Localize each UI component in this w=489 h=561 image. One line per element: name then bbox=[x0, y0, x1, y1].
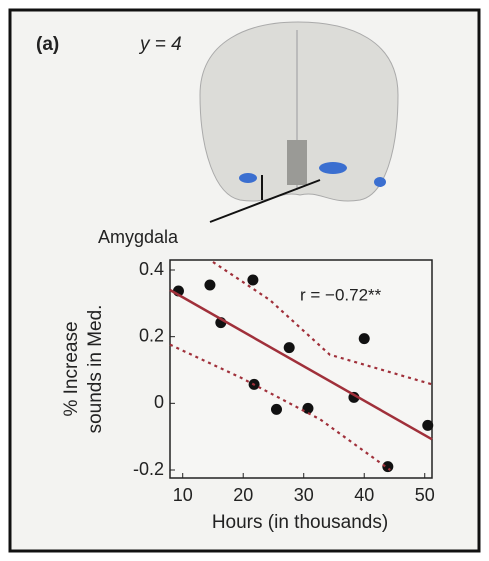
brain-stem bbox=[287, 140, 307, 185]
activation bbox=[239, 173, 257, 183]
y-tick-label: 0.2 bbox=[139, 325, 164, 345]
panel-label: (a) bbox=[36, 34, 59, 55]
regression-line bbox=[169, 288, 433, 441]
region-label: Amygdala bbox=[98, 227, 179, 247]
brain-image bbox=[199, 21, 399, 202]
brain-slice bbox=[199, 21, 399, 202]
data-point bbox=[422, 419, 434, 431]
y-tick-label: -0.2 bbox=[133, 459, 164, 479]
slice-label: y = 4 bbox=[138, 34, 182, 55]
activation bbox=[319, 162, 347, 174]
activation bbox=[374, 177, 386, 187]
annotation: r = −0.72** bbox=[300, 285, 382, 304]
data-point bbox=[358, 333, 370, 345]
data-point bbox=[302, 402, 314, 414]
plot-area bbox=[169, 259, 433, 479]
y-axis-label: % Increase bbox=[61, 321, 82, 416]
pointer-line bbox=[209, 175, 321, 223]
y-axis-label: sounds in Med. bbox=[85, 305, 106, 434]
x-tick-label: 30 bbox=[294, 485, 314, 505]
x-tick-label: 20 bbox=[233, 485, 253, 505]
x-tick-label: 50 bbox=[415, 485, 435, 505]
x-axis-label: Hours (in thousands) bbox=[212, 512, 388, 533]
data-point bbox=[270, 403, 282, 415]
data-point bbox=[283, 342, 295, 354]
confidence-band bbox=[169, 343, 391, 471]
x-tick-label: 40 bbox=[354, 485, 374, 505]
y-tick-label: 0 bbox=[154, 392, 164, 412]
data-point bbox=[247, 274, 259, 286]
data-point bbox=[204, 279, 216, 291]
y-tick-label: 0.4 bbox=[139, 259, 164, 279]
x-tick-label: 10 bbox=[173, 485, 193, 505]
